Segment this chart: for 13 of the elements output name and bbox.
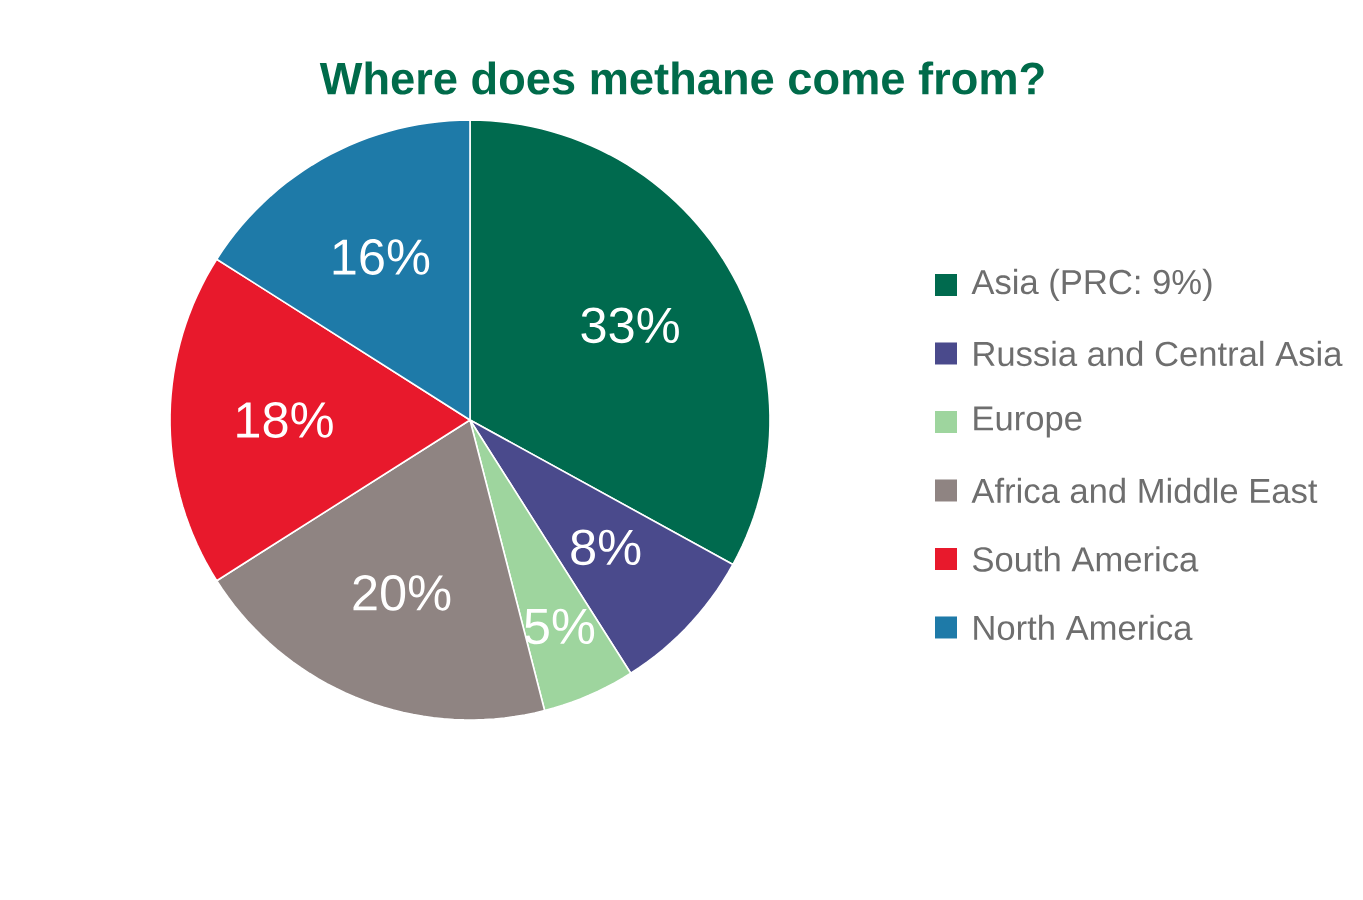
legend-label: Russia and Central Asia	[974, 340, 1343, 367]
data-label: 8%	[571, 529, 641, 566]
legend-label: North America	[974, 614, 1193, 641]
legend-label: Asia (PRC: 9%)	[971, 268, 1212, 302]
data-label: 33%	[581, 307, 679, 344]
chart-title: Where does methane come from?	[319, 61, 1044, 95]
legend-label: Europe	[974, 406, 1082, 438]
legend-label: South America	[972, 546, 1199, 572]
legend-label: Africa and Middle East	[971, 477, 1318, 504]
data-label: 18%	[237, 402, 333, 438]
data-label: 20%	[353, 575, 451, 611]
data-label: 5%	[524, 608, 595, 645]
data-label: 16%	[333, 239, 430, 275]
